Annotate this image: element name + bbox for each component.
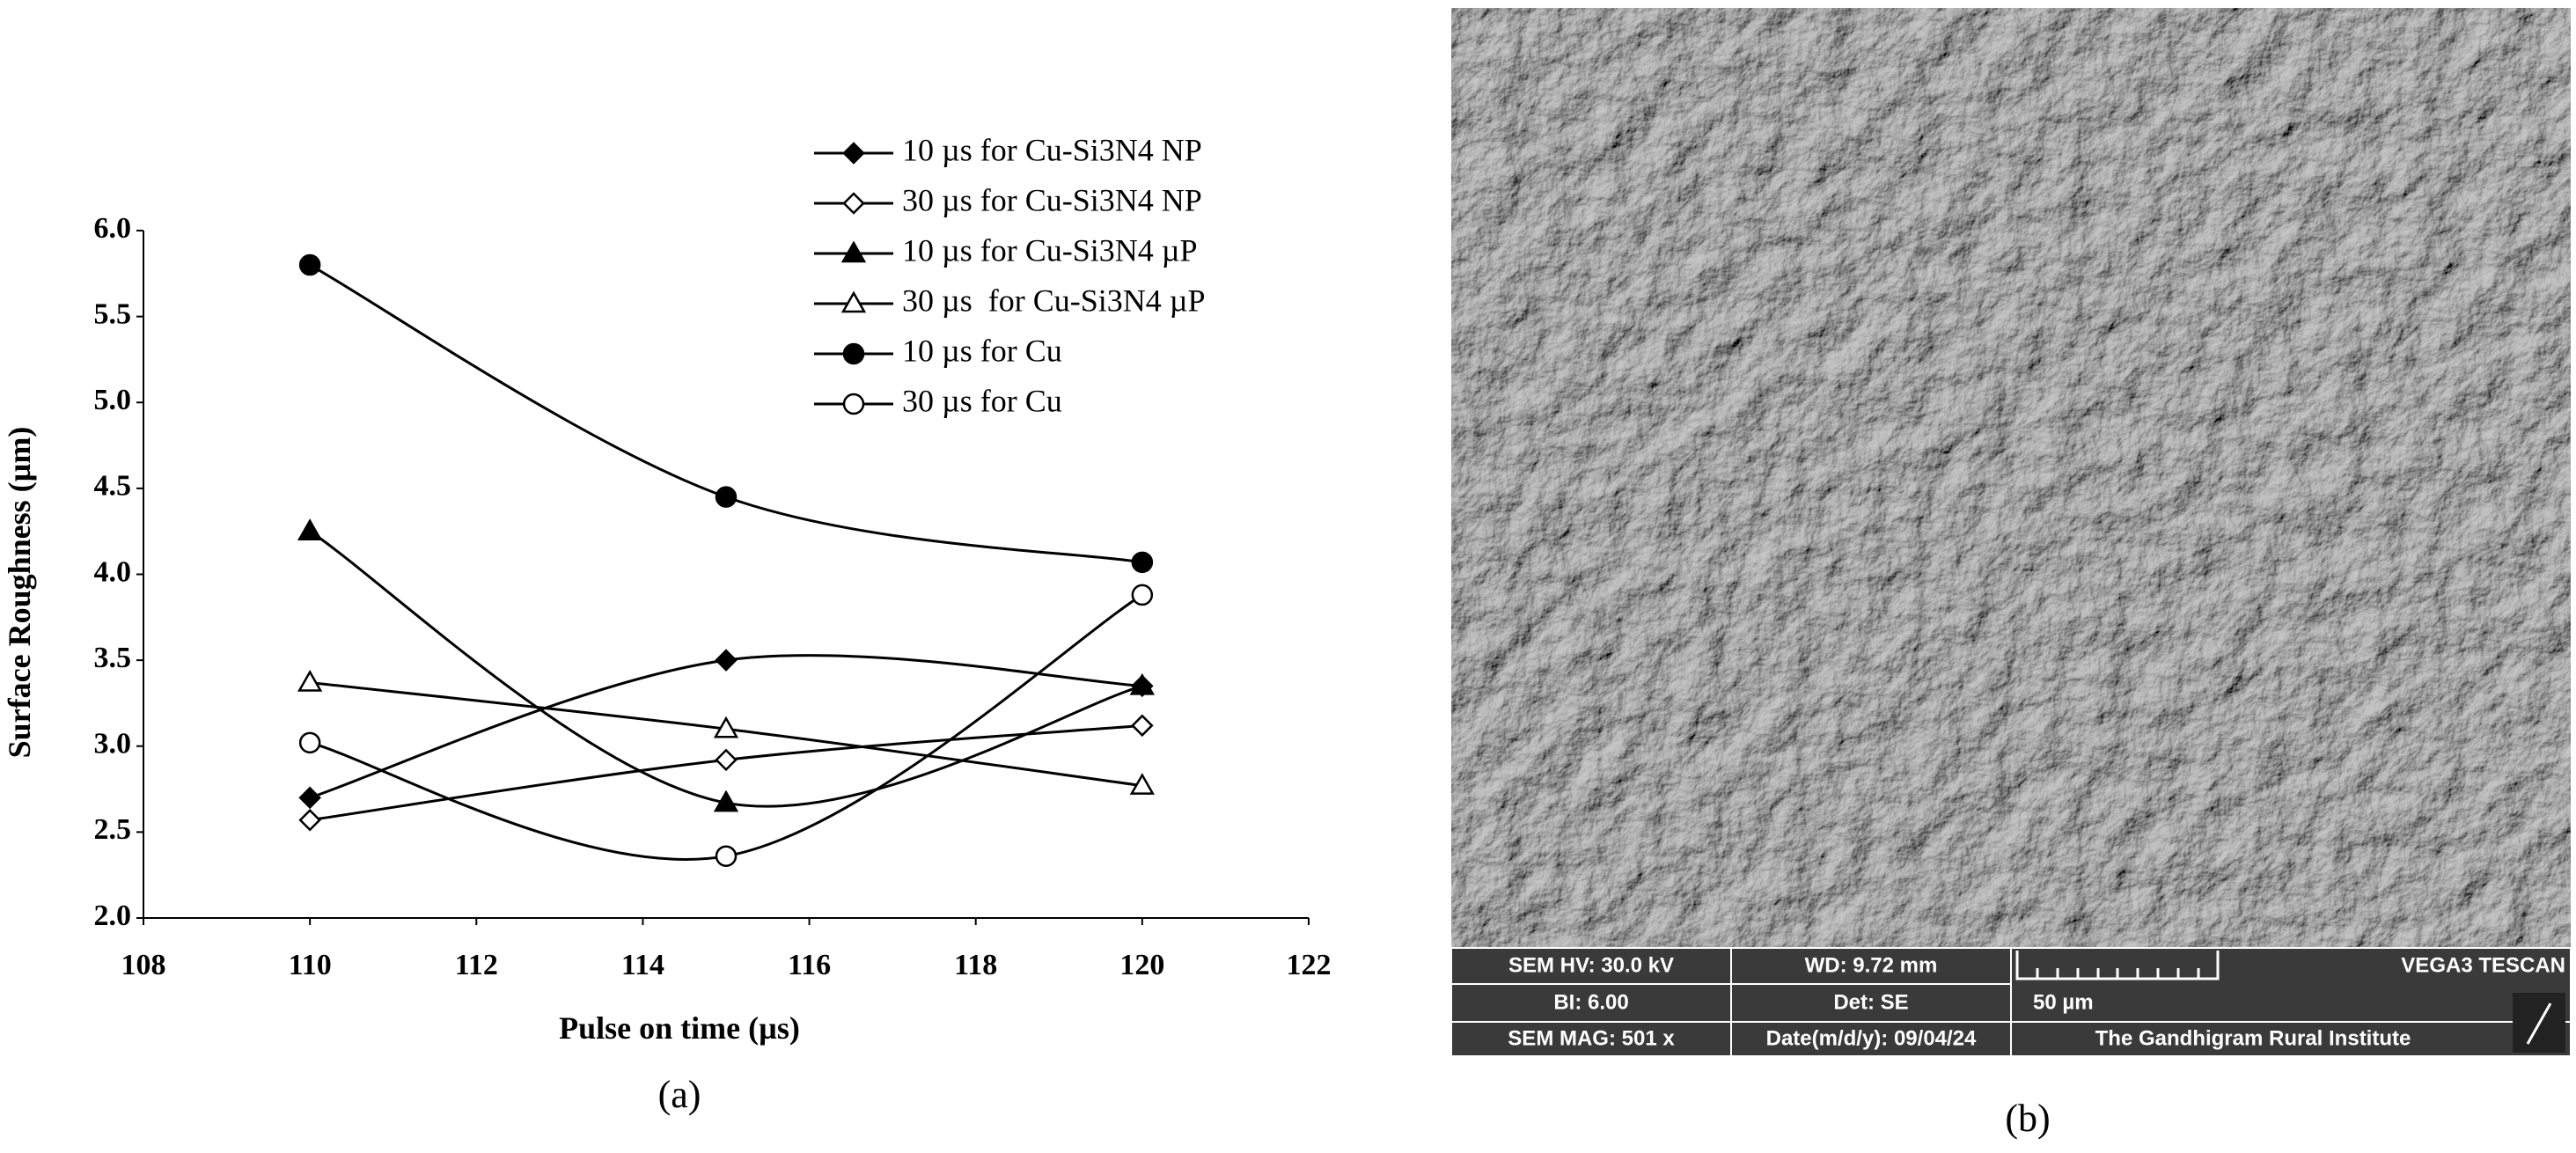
marker [842, 393, 865, 415]
panel-label: (a) [658, 1073, 701, 1116]
marker [713, 716, 739, 738]
marker [1129, 672, 1156, 695]
marker [840, 290, 867, 313]
legend-label: 30 µs for Cu-Si3N4 NP [902, 182, 1202, 217]
y-tick-label: 2.5 [94, 813, 132, 846]
marker [298, 731, 321, 754]
x-axis-title: Pulse on time (µs) [559, 1010, 800, 1046]
marker [842, 142, 865, 165]
y-tick-label: 6.0 [94, 212, 132, 245]
info-text: 50 µm [2033, 990, 2094, 1014]
y-tick-label: 2.0 [94, 900, 132, 932]
x-tick-label: 108 [121, 949, 166, 981]
y-tick-label: 5.5 [94, 297, 132, 330]
scale-bar [2015, 951, 2220, 980]
marker [1131, 584, 1154, 606]
y-tick-label: 4.0 [94, 555, 132, 588]
marker [842, 192, 865, 215]
marker [1131, 714, 1154, 738]
info-text: SEM MAG: 501 x [1508, 1026, 1675, 1050]
marker [840, 240, 867, 263]
info-text: Det: SE [1833, 990, 1908, 1014]
info-text: BI: 6.00 [1553, 990, 1628, 1014]
marker [298, 808, 321, 832]
y-tick-label: 3.5 [94, 642, 132, 674]
info-text: Date(m/d/y): 09/04/24 [1766, 1026, 1977, 1050]
marker [715, 486, 738, 508]
x-tick-label: 114 [621, 949, 664, 981]
y-axis-title: Surface Roughness (µm) [2, 427, 37, 759]
x-tick-label: 120 [1119, 949, 1164, 981]
panel-label: (b) [2005, 1097, 2050, 1140]
logo-mark [2526, 1002, 2552, 1045]
marker [1129, 773, 1156, 795]
marker [713, 789, 739, 812]
legend-label: 30 µs for Cu [902, 383, 1062, 418]
info-text: The Gandhigram Rural Institute [2095, 1026, 2411, 1050]
sem-panel: SEM HV: 30.0 kV WD: 9.72 mm VEGA3 TESCAN… [1450, 8, 2572, 1140]
x-tick-label: 112 [455, 949, 498, 981]
y-tick-label: 5.0 [94, 384, 132, 416]
x-tick-label: 110 [289, 949, 332, 981]
x-tick-label: 118 [954, 949, 997, 981]
marker [298, 253, 321, 276]
marker [1131, 551, 1154, 574]
marker [715, 845, 738, 867]
x-tick-label: 116 [788, 949, 831, 981]
legend-label: 10 µs for Cu [902, 333, 1062, 368]
marker [298, 786, 321, 810]
info-text: VEGA3 TESCAN [2401, 953, 2565, 977]
info-grid [1451, 948, 2571, 1056]
marker [715, 748, 738, 772]
x-tick-label: 122 [1287, 949, 1332, 981]
marker [715, 649, 738, 672]
y-tick-label: 4.5 [94, 470, 132, 503]
info-text: WD: 9.72 mm [1805, 953, 1938, 977]
marker [842, 342, 865, 365]
marker [297, 669, 323, 692]
marker [297, 518, 323, 540]
legend-label: 30 µs for Cu-Si3N4 µP [902, 283, 1206, 318]
y-tick-label: 3.0 [94, 728, 132, 760]
info-text: SEM HV: 30.0 kV [1508, 953, 1674, 977]
legend-label: 10 µs for Cu-Si3N4 NP [902, 132, 1202, 167]
legend-label: 10 µs for Cu-Si3N4 µP [902, 232, 1198, 268]
sem-image [1451, 8, 2571, 948]
